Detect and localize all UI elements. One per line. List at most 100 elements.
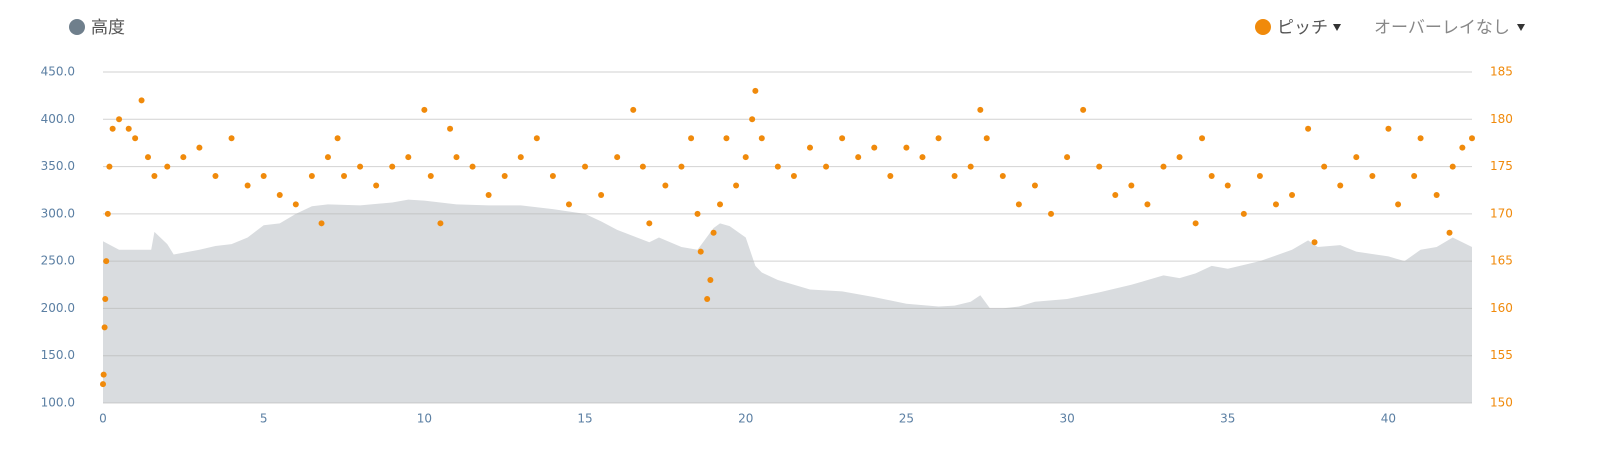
cadence-point [582, 163, 589, 170]
cadence-point [138, 97, 145, 104]
cadence-point [106, 163, 113, 170]
cadence-point [790, 173, 797, 180]
cadence-point [839, 135, 846, 142]
cadence-point [427, 173, 434, 180]
cadence-point [1469, 135, 1475, 142]
cadence-point [1096, 163, 1103, 170]
cadence-point [694, 210, 701, 217]
cadence-point [102, 295, 109, 302]
cadence-point [1395, 201, 1402, 208]
cadence-point [704, 295, 711, 302]
cadence-point [1305, 125, 1312, 132]
legend-label[interactable]: ピッチ [1277, 18, 1328, 38]
cadence-point [1459, 144, 1466, 151]
cadence-point [1337, 182, 1344, 189]
cadence-point [1240, 210, 1247, 217]
cadence-point [103, 258, 110, 265]
cadence-point [1208, 173, 1215, 180]
cadence-point [919, 154, 926, 161]
cadence-point [871, 144, 878, 151]
cadence-point [707, 277, 714, 284]
cadence-point [1289, 191, 1296, 198]
cadence-point [357, 163, 364, 170]
legend-swatch [1255, 19, 1271, 35]
cadence-point [405, 154, 412, 161]
cadence-point [308, 173, 315, 180]
cadence-point [100, 371, 107, 378]
y-tick-label: 150.0 [41, 348, 75, 362]
cadence-point [132, 135, 139, 142]
y-tick-label: 350.0 [41, 159, 75, 173]
cadence-point [1031, 182, 1038, 189]
cadence-point [1272, 201, 1279, 208]
cadence-point [662, 182, 669, 189]
y-tick-label: 200.0 [41, 301, 75, 315]
cadence-point [823, 163, 830, 170]
cadence-point [1446, 229, 1453, 236]
cadence-point [389, 163, 396, 170]
cadence-point [517, 154, 524, 161]
x-tick-label: 5 [260, 412, 268, 426]
cadence-point [1199, 135, 1206, 142]
cadence-point [100, 381, 106, 388]
cadence-point [485, 191, 492, 198]
cadence-point [1449, 163, 1456, 170]
cadence-point [1321, 163, 1328, 170]
y-tick-label: 250.0 [41, 254, 75, 268]
cadence-point [334, 135, 341, 142]
x-tick-label: 40 [1381, 412, 1396, 426]
cadence-point [951, 173, 958, 180]
elevation-area [103, 199, 1472, 403]
cadence-point [977, 106, 984, 113]
cadence-point [887, 173, 894, 180]
cadence-point [565, 201, 572, 208]
cadence-point [276, 191, 283, 198]
cadence-point [1176, 154, 1183, 161]
cadence-point [639, 163, 646, 170]
cadence-point [180, 154, 187, 161]
cadence-point [697, 248, 704, 255]
dropdown-caret[interactable] [1517, 24, 1525, 31]
cadence-point [549, 173, 556, 180]
cadence-point [228, 135, 235, 142]
cadence-point [1128, 182, 1135, 189]
cadence-point [1015, 201, 1022, 208]
y-tick-label: 100.0 [41, 396, 75, 410]
cadence-point [421, 106, 428, 113]
x-tick-label: 30 [1059, 412, 1074, 426]
y2-tick-label: 155 [1490, 348, 1513, 362]
y2-tick-label: 185 [1490, 65, 1513, 79]
cadence-point [935, 135, 942, 142]
legend-label[interactable]: 高度 [91, 18, 125, 38]
cadence-point [1144, 201, 1151, 208]
legend-swatch [69, 19, 85, 35]
cadence-point [1311, 239, 1318, 246]
cadence-point [1224, 182, 1231, 189]
cadence-point [752, 87, 759, 94]
cadence-point [453, 154, 460, 161]
x-tick-label: 0 [99, 412, 107, 426]
cadence-point [646, 220, 653, 227]
y-tick-label: 450.0 [41, 65, 75, 79]
cadence-point [164, 163, 171, 170]
cadence-point [598, 191, 605, 198]
dropdown-caret[interactable] [1333, 24, 1341, 31]
overlay-dropdown[interactable]: オーバーレイなし [1374, 18, 1510, 38]
cadence-point [116, 116, 123, 123]
cadence-point [104, 210, 111, 217]
cadence-point [1080, 106, 1087, 113]
cadence-point [292, 201, 299, 208]
cadence-point [144, 154, 151, 161]
cadence-point [630, 106, 637, 113]
cadence-point [999, 173, 1006, 180]
cadence-point [1433, 191, 1440, 198]
cadence-point [723, 135, 730, 142]
x-tick-label: 15 [577, 412, 592, 426]
cadence-point [855, 154, 862, 161]
cadence-point [1256, 173, 1263, 180]
cadence-point [749, 116, 756, 123]
cadence-point [717, 201, 724, 208]
y2-tick-label: 150 [1490, 396, 1513, 410]
cadence-point [1385, 125, 1392, 132]
